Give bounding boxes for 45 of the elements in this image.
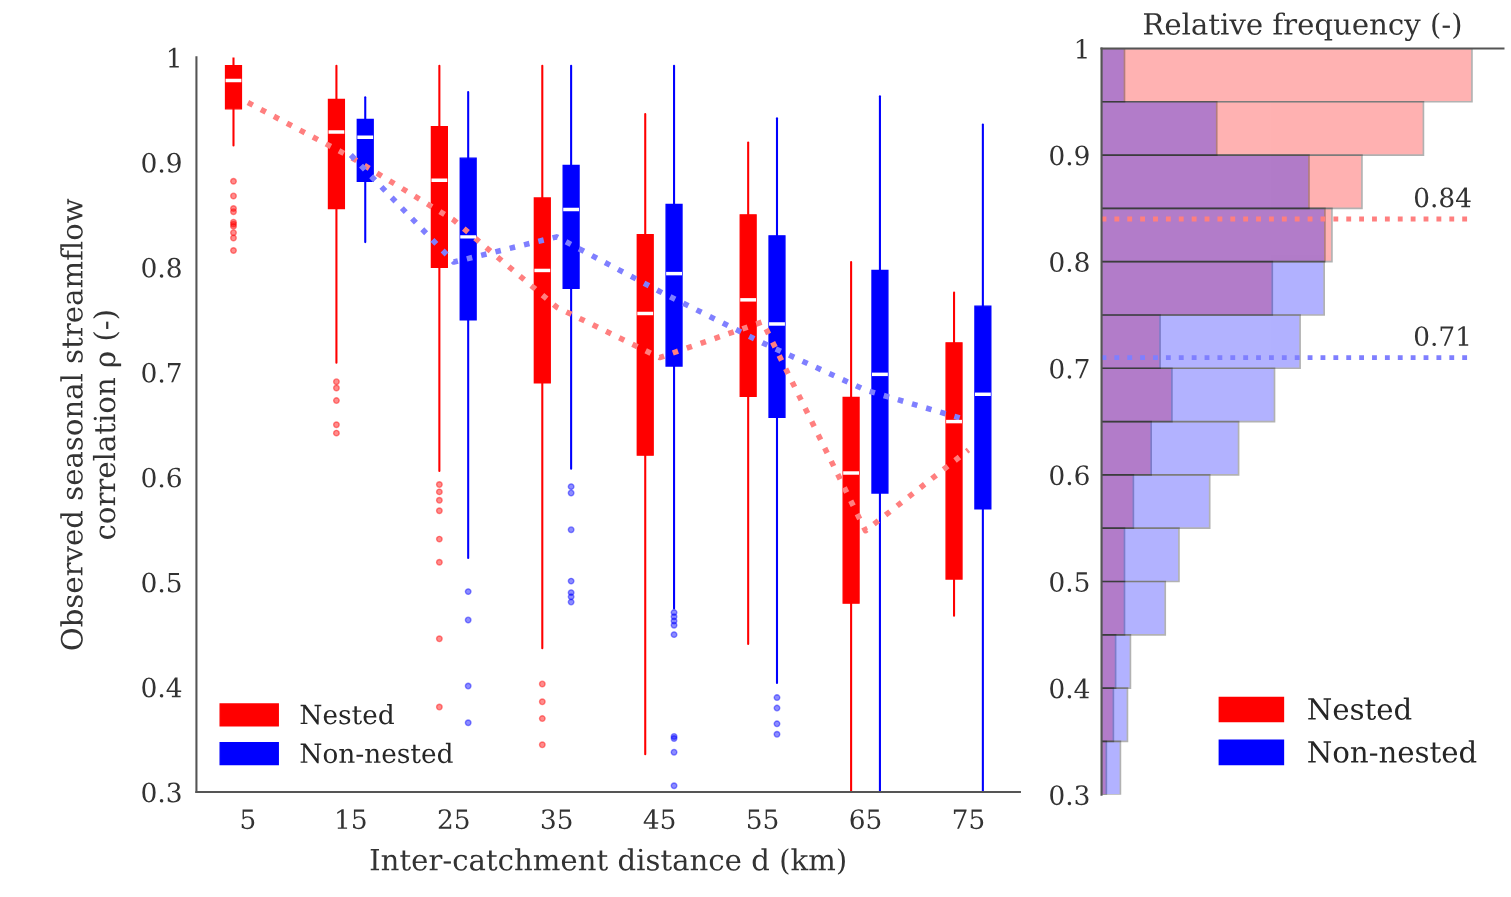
y-tick-label: 0.6 bbox=[1050, 465, 1089, 486]
bar bbox=[1101, 527, 1180, 583]
ref-line-label: 0.84 bbox=[1414, 187, 1471, 208]
x-tick-label: 65 bbox=[850, 809, 881, 830]
bar bbox=[1101, 420, 1240, 476]
bar bbox=[1101, 474, 1211, 530]
y-tick-label: 0.3 bbox=[1050, 785, 1089, 806]
y-tick-label: 0.9 bbox=[142, 152, 181, 173]
bar bbox=[1101, 48, 1126, 103]
bar bbox=[1101, 260, 1325, 316]
bar bbox=[1101, 633, 1132, 689]
bar bbox=[1101, 100, 1218, 156]
y-tick-label: 0.5 bbox=[142, 572, 181, 593]
y-tick-label: 0.7 bbox=[1050, 358, 1089, 379]
x-tick-label: 25 bbox=[438, 809, 469, 830]
y-tick-label: 1 bbox=[168, 47, 179, 68]
legend-label: Nested bbox=[1308, 697, 1412, 721]
x-axis-title: Inter-catchment distance d (km) bbox=[370, 848, 845, 875]
x-tick-label: 55 bbox=[748, 809, 778, 830]
y-tick-label: 0.8 bbox=[142, 257, 181, 278]
y-tick-label: 0.4 bbox=[142, 677, 182, 698]
legend-label: Non-nested bbox=[300, 742, 453, 764]
legend-label: Non-nested bbox=[1308, 740, 1477, 763]
x-tick-label: 75 bbox=[953, 809, 984, 830]
y-tick-label: 0.4 bbox=[1050, 678, 1090, 699]
y-tick-label: 0.5 bbox=[1050, 571, 1089, 592]
x-axis-title: Relative frequency (-) bbox=[1143, 12, 1461, 42]
x-tick-label: 5 bbox=[241, 809, 255, 830]
x-tick-label: 45 bbox=[643, 809, 675, 830]
y-tick-label: 0.7 bbox=[142, 362, 181, 383]
x-tick-label: 35 bbox=[541, 809, 572, 830]
y-tick-label: 0.8 bbox=[1050, 252, 1089, 273]
legend-label: Nested bbox=[300, 704, 394, 725]
bar bbox=[1101, 740, 1122, 795]
y-tick-label: 0.6 bbox=[142, 467, 181, 488]
ref-line-label: 0.71 bbox=[1414, 326, 1469, 347]
bar bbox=[1101, 580, 1167, 636]
y-tick-label: 0.3 bbox=[142, 782, 181, 803]
bar bbox=[1101, 367, 1276, 423]
y-tick-label: 1 bbox=[1076, 38, 1087, 59]
x-tick-label: 15 bbox=[337, 809, 366, 830]
bar bbox=[1101, 154, 1310, 210]
bar bbox=[1101, 687, 1129, 743]
y-axis-title: Observed seasonal streamflow correlation ρ (-) bbox=[60, 198, 122, 650]
y-tick-label: 0.9 bbox=[1050, 145, 1089, 166]
